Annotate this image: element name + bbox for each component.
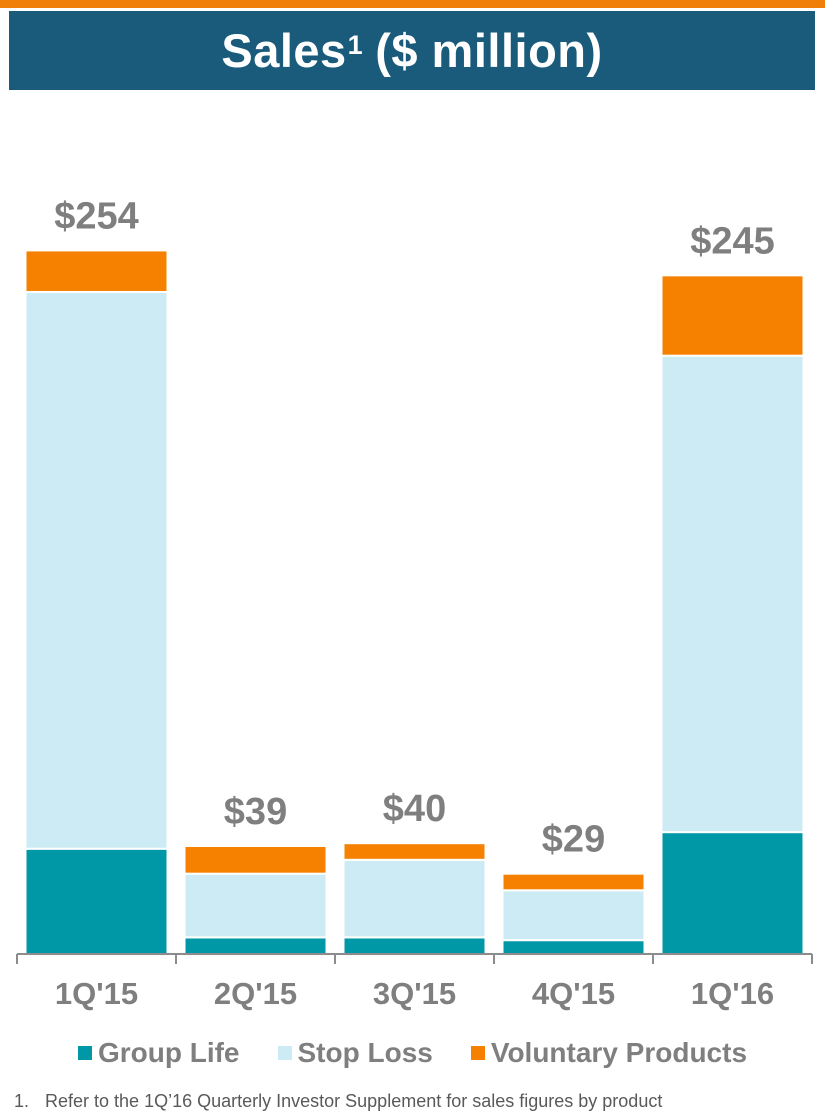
chart-legend: Group Life Stop Loss Voluntary Products [0, 1033, 825, 1073]
total-label-2: $40 [383, 788, 446, 830]
bar-group-life-1 [183, 936, 328, 956]
bar-group-life-0 [24, 847, 169, 955]
bar-group-life-2 [342, 936, 487, 956]
legend-swatch-group-life [77, 1046, 92, 1060]
stacked-bar-chart: $254 1Q'15 $39 2Q'15 $40 3Q'15 $29 4Q'15 $245 1Q'… [16, 195, 813, 1011]
bar-stop-loss-4 [660, 354, 805, 834]
total-label-3: $29 [542, 819, 605, 861]
x-tick-label-2: 3Q'15 [373, 976, 456, 1011]
total-label-4: $245 [690, 220, 775, 262]
bar-voluntary-products-1 [183, 844, 328, 875]
legend-item-stop-loss: Stop Loss [277, 1037, 433, 1069]
x-tick-label-3: 4Q'15 [532, 976, 615, 1011]
bar-group-life-3 [501, 939, 646, 956]
legend-label-group-life: Group Life [97, 1037, 240, 1068]
footnote: 1. Refer to the 1Q’16 Quarterly Investor … [14, 1091, 662, 1112]
x-tick-label-4: 1Q'16 [691, 976, 774, 1011]
legend-item-group-life: Group Life [77, 1037, 240, 1069]
bar-voluntary-products-0 [24, 249, 169, 293]
bar-stop-loss-2 [342, 858, 487, 939]
total-label-1: $39 [224, 791, 287, 833]
title-units: ($ million) [375, 24, 603, 77]
legend-label-voluntary-products: Voluntary Products [490, 1037, 748, 1068]
legend-swatch-voluntary-products [470, 1046, 485, 1060]
legend-swatch-stop-loss [277, 1046, 292, 1060]
accent-stripe [0, 0, 825, 8]
bar-stop-loss-1 [183, 872, 328, 939]
bar-voluntary-products-2 [342, 842, 487, 861]
x-tick-label-1: 2Q'15 [214, 976, 297, 1011]
x-tick-label-0: 1Q'15 [55, 976, 138, 1011]
bar-voluntary-products-3 [501, 872, 646, 892]
total-label-0: $254 [54, 195, 139, 237]
legend-label-stop-loss: Stop Loss [297, 1037, 433, 1068]
footnote-text: Refer to the 1Q’16 Quarterly Investor Su… [45, 1091, 663, 1111]
bar-stop-loss-0 [24, 290, 169, 850]
title-main: Sales [221, 24, 347, 77]
bar-voluntary-products-4 [660, 274, 805, 357]
bar-stop-loss-3 [501, 889, 646, 942]
legend-item-voluntary-products: Voluntary Products [470, 1037, 748, 1069]
bar-group-life-4 [660, 831, 805, 955]
page-title: Sales 1 ($ million) [9, 11, 815, 90]
footnote-number: 1. [14, 1091, 30, 1111]
